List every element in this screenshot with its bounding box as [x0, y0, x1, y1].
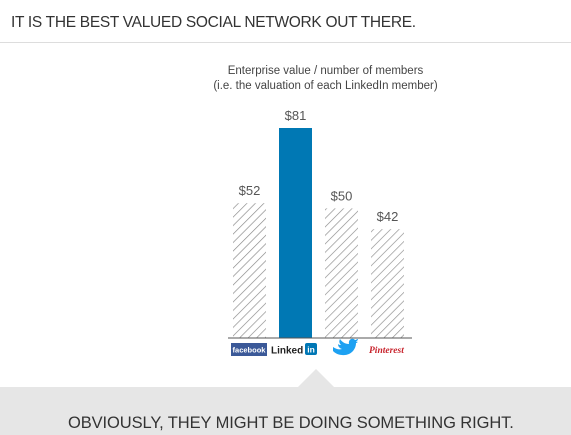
- pinterest-logo-text: Pinterest: [369, 346, 404, 356]
- chart-subtitle: (i.e. the valuation of each LinkedIn mem…: [213, 80, 438, 92]
- bar-facebook: [233, 203, 266, 338]
- footer-pointer: [298, 369, 334, 387]
- slide-title: IT IS THE BEST VALUED SOCIAL NETWORK OUT…: [11, 14, 416, 31]
- value-label-linkedin: $81: [285, 108, 307, 123]
- bar-linkedin: [279, 128, 312, 338]
- twitter-bird-logo: [333, 338, 358, 356]
- footer-message: OBVIOUSLY, THEY MIGHT BE DOING SOMETHING…: [68, 414, 514, 432]
- title-divider: [0, 42, 571, 43]
- linkedin-logo-badge-text: in: [307, 345, 315, 355]
- chart-title-block: Enterprise value / number of members (i.…: [0, 64, 571, 94]
- value-label-facebook: $52: [239, 183, 261, 198]
- linkedin-logo-badge: [305, 343, 317, 355]
- chart-title: Enterprise value / number of members: [227, 65, 424, 77]
- linkedin-logo: Linked in: [271, 343, 317, 357]
- pinterest-logo: Pinterest: [369, 346, 404, 356]
- facebook-logo: facebook: [231, 343, 267, 356]
- footer-band: [0, 387, 571, 435]
- value-label-twitter: $50: [331, 188, 353, 203]
- value-label-pinterest: $42: [377, 209, 399, 224]
- bar-twitter: [325, 208, 358, 338]
- twitter-bird-shape: [333, 338, 358, 356]
- linkedin-logo-text: Linked: [271, 346, 303, 357]
- facebook-logo-box: [231, 343, 267, 356]
- facebook-logo-text: facebook: [233, 346, 267, 355]
- bar-pinterest: [371, 229, 404, 338]
- bar-chart: $52 $81 $50 $42 facebook Linked in Pinterest: [228, 108, 412, 357]
